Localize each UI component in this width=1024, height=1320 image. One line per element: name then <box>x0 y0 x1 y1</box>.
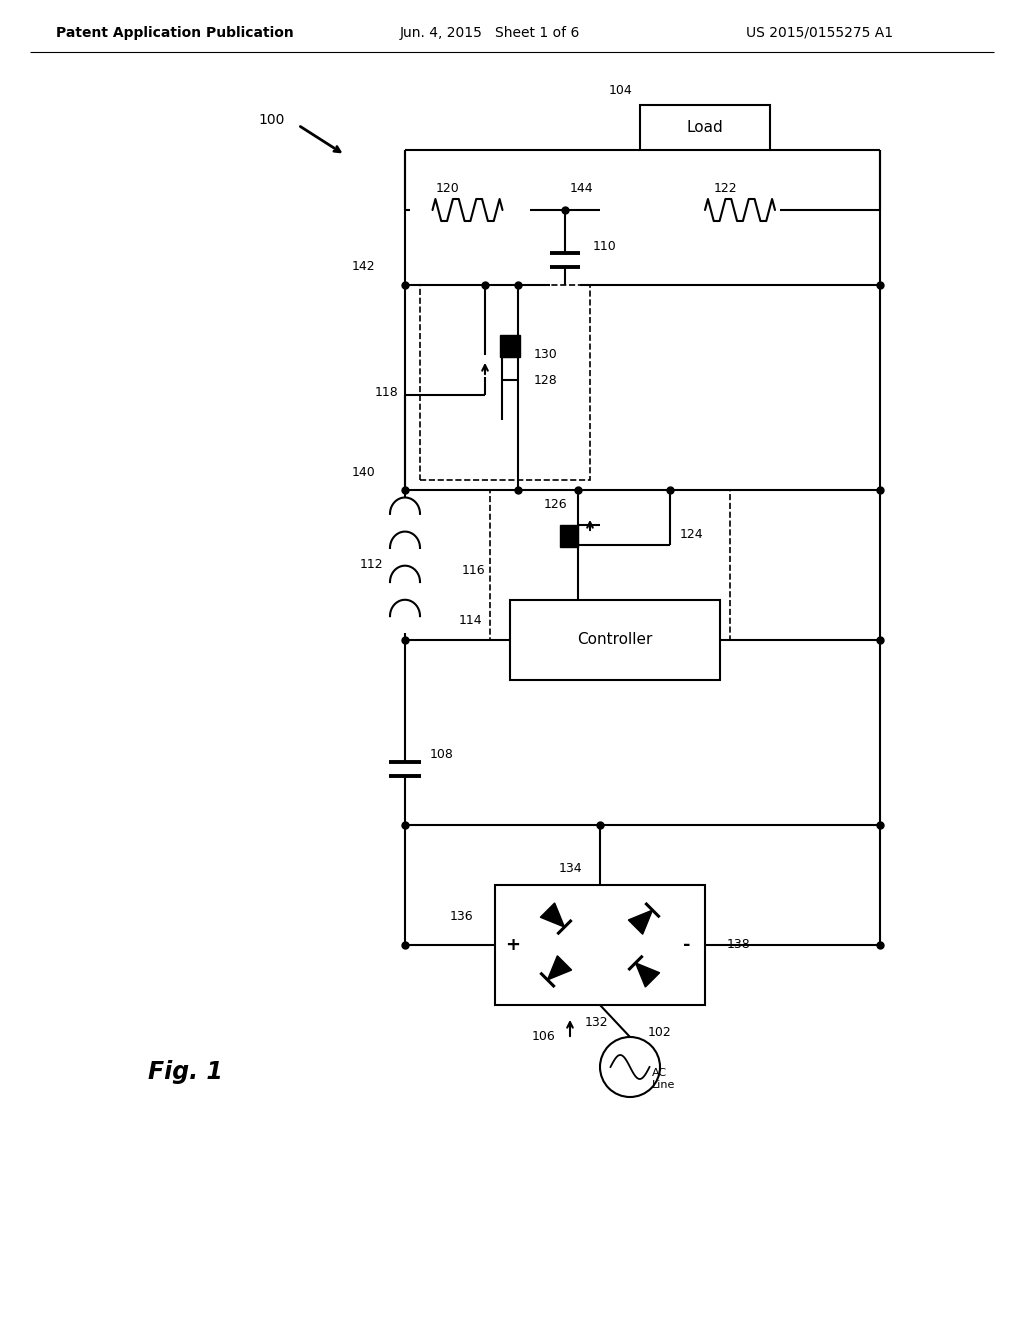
Text: 104: 104 <box>608 84 632 98</box>
Text: 132: 132 <box>585 1016 608 1030</box>
Text: 128: 128 <box>534 374 558 387</box>
Text: Jun. 4, 2015   Sheet 1 of 6: Jun. 4, 2015 Sheet 1 of 6 <box>399 26 581 40</box>
Bar <box>510 601 720 680</box>
Bar <box>560 525 578 546</box>
Text: 100: 100 <box>259 114 285 127</box>
Text: Patent Application Publication: Patent Application Publication <box>56 26 294 40</box>
Bar <box>420 285 590 480</box>
Text: 112: 112 <box>359 558 383 572</box>
Text: Controller: Controller <box>578 632 652 648</box>
Text: 138: 138 <box>727 939 751 952</box>
Text: -: - <box>683 936 691 954</box>
Text: 140: 140 <box>351 466 375 479</box>
Text: 122: 122 <box>713 181 737 194</box>
Text: 120: 120 <box>435 181 460 194</box>
Polygon shape <box>629 909 652 935</box>
Polygon shape <box>541 903 564 927</box>
Text: 144: 144 <box>570 181 594 194</box>
Text: 124: 124 <box>680 528 703 541</box>
Text: 108: 108 <box>430 748 454 762</box>
Bar <box>495 884 705 1005</box>
Text: 130: 130 <box>534 348 558 362</box>
Text: 114: 114 <box>459 614 482 627</box>
Text: Fig. 1: Fig. 1 <box>147 1060 222 1084</box>
Bar <box>500 335 520 356</box>
Polygon shape <box>548 956 571 979</box>
Text: 118: 118 <box>374 385 398 399</box>
Text: 134: 134 <box>558 862 582 875</box>
Text: Load: Load <box>687 120 723 135</box>
Text: 136: 136 <box>450 911 473 924</box>
Bar <box>490 490 730 640</box>
Text: AC
Line: AC Line <box>652 1068 676 1090</box>
Text: 142: 142 <box>351 260 375 273</box>
Text: +: + <box>506 936 520 954</box>
Polygon shape <box>636 962 659 987</box>
Text: 126: 126 <box>543 499 567 511</box>
Text: US 2015/0155275 A1: US 2015/0155275 A1 <box>746 26 894 40</box>
Text: 116: 116 <box>462 564 485 577</box>
Bar <box>640 106 770 150</box>
Text: 106: 106 <box>531 1031 555 1044</box>
Text: 110: 110 <box>593 240 616 253</box>
Text: 102: 102 <box>648 1027 672 1040</box>
